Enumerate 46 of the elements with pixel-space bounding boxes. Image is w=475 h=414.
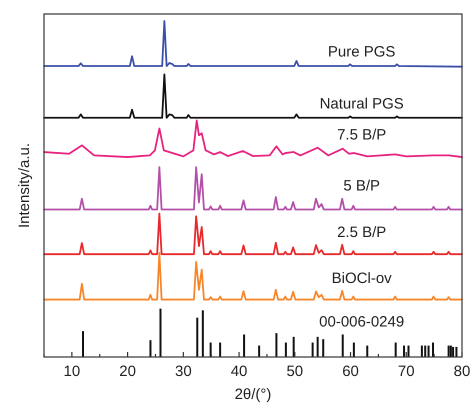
bar	[366, 346, 368, 357]
x-tick-label: 10	[64, 363, 80, 380]
bar	[149, 340, 152, 357]
bar	[452, 346, 454, 357]
bar	[196, 318, 198, 357]
bar	[448, 346, 450, 357]
series-label: 5 B/P	[343, 178, 380, 195]
bar	[424, 346, 426, 357]
x-tick-label: 20	[119, 363, 136, 380]
series-label: Natural PGS	[320, 95, 404, 112]
bar	[258, 346, 260, 357]
series-label: Pure PGS	[328, 43, 396, 60]
x-tick-label: 60	[342, 363, 359, 380]
bar	[82, 331, 84, 357]
series-label: 00-006-0249	[319, 313, 404, 330]
bar	[316, 336, 319, 357]
bar	[407, 346, 410, 357]
bar	[428, 346, 430, 357]
series-label: 7.5 B/P	[337, 126, 386, 144]
x-tick-label: 50	[286, 363, 304, 380]
bar	[342, 334, 344, 357]
bar	[312, 342, 314, 357]
x-tick-label: 80	[454, 363, 470, 380]
y-axis-title: Intensity/a.u.	[16, 142, 33, 228]
series-label: BiOCl-ov	[332, 270, 392, 287]
bar	[432, 342, 434, 357]
bar	[394, 342, 397, 357]
bar	[403, 346, 406, 357]
bar	[219, 342, 222, 357]
bar	[243, 334, 246, 357]
x-tick-label: 30	[174, 363, 192, 380]
x-tick-label: 40	[230, 363, 248, 380]
bar	[420, 346, 423, 357]
bar	[284, 342, 287, 357]
bar	[352, 342, 355, 357]
bar	[275, 333, 278, 357]
bar	[450, 346, 452, 357]
bar	[159, 308, 162, 357]
bar	[202, 310, 204, 357]
bar	[210, 342, 212, 357]
bar	[322, 339, 324, 357]
bar	[292, 336, 295, 357]
series-label: 2.5 B/P	[337, 224, 386, 241]
x-tick-label: 70	[398, 363, 415, 380]
x-axis-title: 2θ/(°)	[234, 386, 272, 403]
bar	[455, 346, 458, 357]
